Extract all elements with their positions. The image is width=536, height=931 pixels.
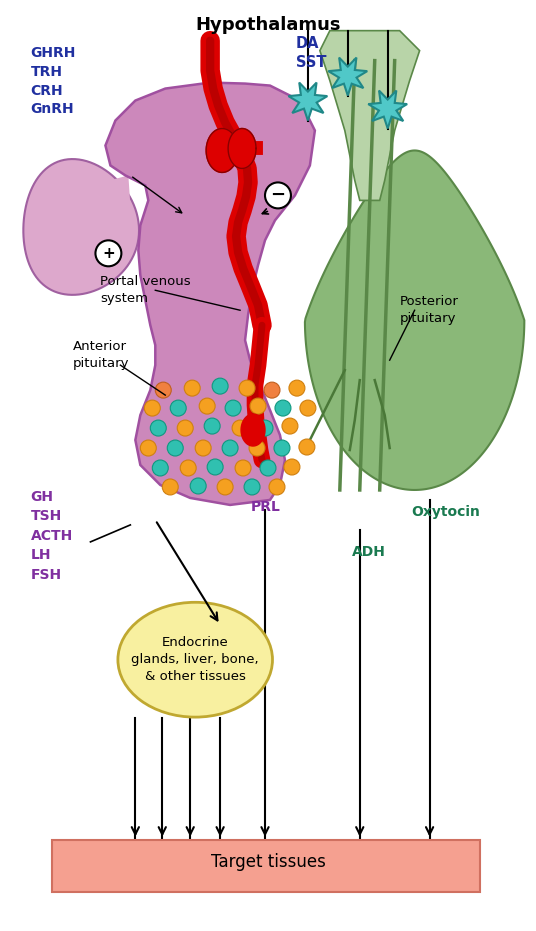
Polygon shape: [288, 83, 327, 120]
Circle shape: [144, 400, 160, 416]
Text: PRL: PRL: [251, 500, 281, 514]
Polygon shape: [228, 128, 256, 169]
Polygon shape: [41, 175, 130, 223]
Polygon shape: [320, 31, 420, 200]
Text: Oxytocin: Oxytocin: [412, 505, 480, 519]
Circle shape: [249, 440, 265, 456]
Circle shape: [257, 420, 273, 436]
Circle shape: [225, 400, 241, 416]
Polygon shape: [241, 414, 265, 446]
Circle shape: [190, 478, 206, 494]
Circle shape: [289, 380, 305, 396]
Circle shape: [269, 479, 285, 495]
Circle shape: [250, 398, 266, 414]
Polygon shape: [24, 159, 139, 295]
FancyBboxPatch shape: [51, 841, 480, 892]
Circle shape: [274, 440, 290, 456]
Circle shape: [300, 400, 316, 416]
Text: GH
TSH
ACTH
LH
FSH: GH TSH ACTH LH FSH: [31, 490, 73, 582]
Circle shape: [222, 440, 238, 456]
Circle shape: [232, 420, 248, 436]
Text: −: −: [270, 186, 286, 205]
Circle shape: [177, 420, 193, 436]
Circle shape: [180, 460, 196, 476]
Text: Endocrine
glands, liver, bone,
& other tissues: Endocrine glands, liver, bone, & other t…: [131, 636, 259, 683]
Text: +: +: [102, 246, 115, 261]
Circle shape: [204, 418, 220, 434]
Circle shape: [199, 398, 215, 414]
Text: Posterior
pituitary: Posterior pituitary: [400, 295, 458, 325]
Ellipse shape: [118, 602, 272, 717]
Circle shape: [195, 440, 211, 456]
Circle shape: [260, 460, 276, 476]
Circle shape: [95, 240, 121, 266]
Circle shape: [265, 182, 291, 209]
Circle shape: [207, 459, 223, 475]
Circle shape: [152, 460, 168, 476]
Text: Portal venous
system: Portal venous system: [100, 276, 191, 304]
Circle shape: [264, 382, 280, 398]
Circle shape: [167, 440, 183, 456]
Text: Hypothalamus: Hypothalamus: [195, 16, 341, 34]
Circle shape: [140, 440, 157, 456]
Text: GHRH
TRH
CRH
GnRH: GHRH TRH CRH GnRH: [31, 46, 76, 116]
Polygon shape: [305, 151, 524, 490]
Text: ADH: ADH: [352, 545, 386, 559]
Polygon shape: [206, 128, 238, 172]
Circle shape: [284, 459, 300, 475]
Circle shape: [239, 380, 255, 396]
Circle shape: [212, 378, 228, 394]
Circle shape: [217, 479, 233, 495]
Circle shape: [282, 418, 298, 434]
Polygon shape: [329, 58, 367, 96]
Polygon shape: [368, 90, 407, 128]
Text: DA
SST: DA SST: [296, 35, 326, 71]
Circle shape: [184, 380, 200, 396]
Circle shape: [155, 382, 171, 398]
Text: Anterior
pituitary: Anterior pituitary: [72, 340, 129, 370]
Polygon shape: [106, 83, 315, 505]
Circle shape: [244, 479, 260, 495]
Text: Target tissues: Target tissues: [211, 854, 325, 871]
Circle shape: [170, 400, 186, 416]
Circle shape: [235, 460, 251, 476]
Circle shape: [162, 479, 178, 495]
Circle shape: [150, 420, 166, 436]
Circle shape: [275, 400, 291, 416]
Circle shape: [299, 439, 315, 455]
